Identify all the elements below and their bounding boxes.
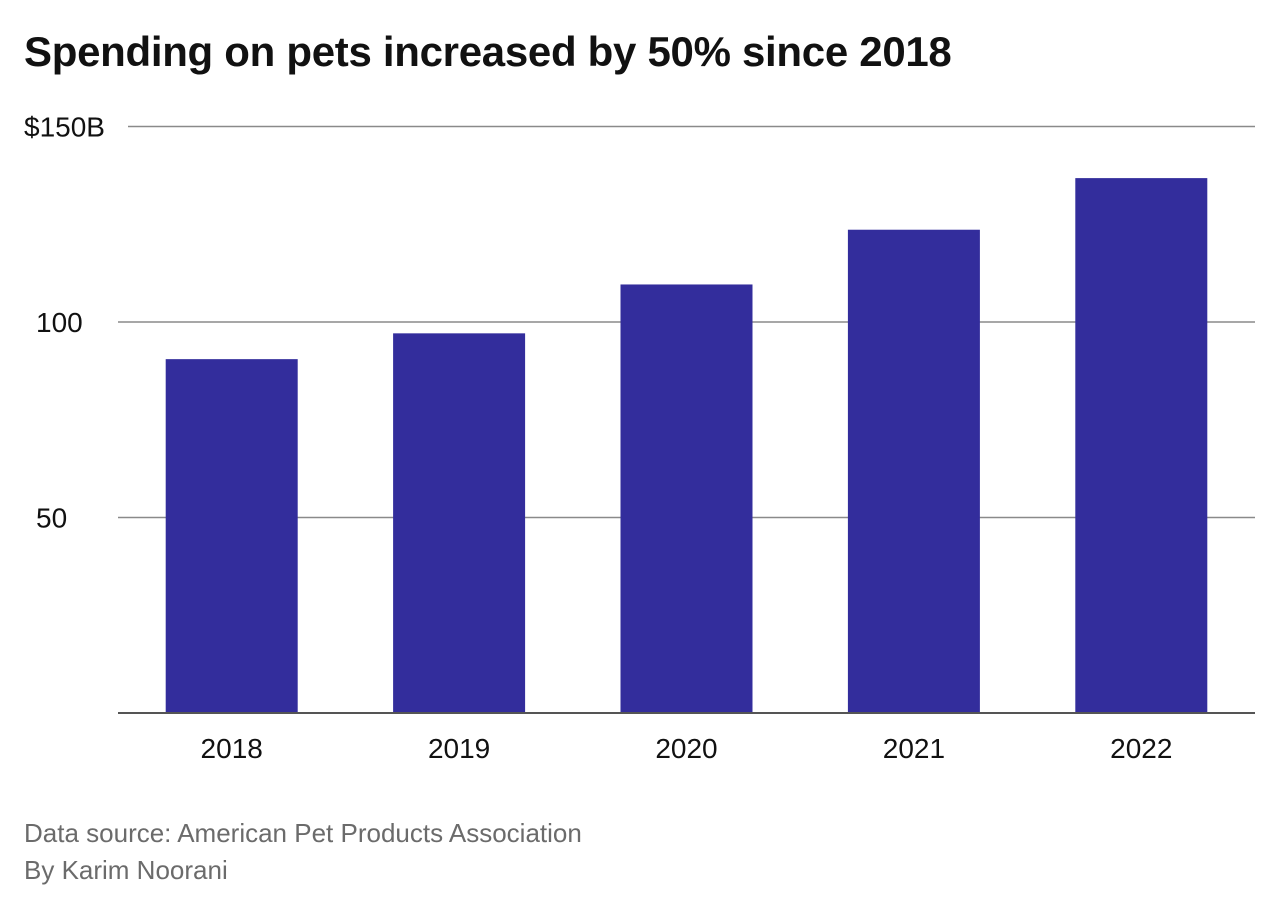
x-tick-label: 2020: [655, 733, 717, 764]
y-tick-label: $150B: [24, 112, 105, 143]
y-tick-label: 50: [36, 503, 67, 534]
bar-2020: [620, 284, 753, 713]
x-tick-label: 2021: [883, 733, 945, 764]
bar-2018: [165, 359, 298, 713]
x-tick-label: 2018: [201, 733, 263, 764]
chart-title: Spending on pets increased by 50% since …: [24, 28, 952, 75]
bar-2019: [393, 333, 526, 713]
x-tick-label: 2019: [428, 733, 490, 764]
data-source: Data source: American Pet Products Assoc…: [24, 818, 582, 848]
x-tick-label: 2022: [1110, 733, 1172, 764]
bar-2022: [1075, 178, 1208, 713]
bar-2021: [847, 229, 980, 713]
y-tick-label: 100: [36, 307, 83, 338]
byline: By Karim Noorani: [24, 855, 228, 885]
